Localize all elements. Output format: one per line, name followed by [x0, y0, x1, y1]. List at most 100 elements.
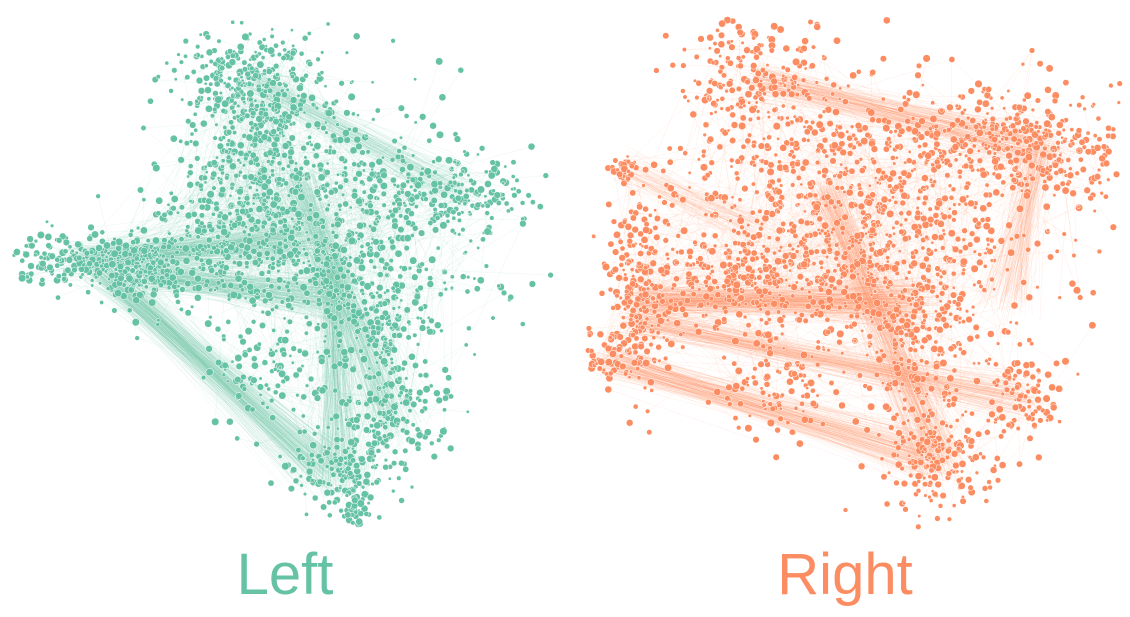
network-node: [973, 377, 981, 385]
network-node: [1083, 186, 1091, 194]
network-node: [235, 214, 243, 222]
network-node: [662, 32, 670, 40]
network-node: [225, 129, 233, 136]
network-node: [400, 366, 406, 372]
network-node: [361, 325, 369, 333]
network-node: [195, 234, 201, 240]
network-node: [277, 218, 284, 226]
network-node: [373, 251, 381, 259]
network-node: [791, 74, 799, 81]
network-node: [318, 357, 326, 365]
network-node: [104, 255, 109, 259]
network-node: [147, 264, 154, 272]
network-node: [951, 258, 957, 264]
network-node: [888, 381, 893, 385]
network-node: [437, 202, 445, 209]
network-node: [360, 291, 366, 296]
network-node: [103, 269, 108, 274]
network-node: [413, 204, 419, 210]
network-node: [453, 135, 462, 143]
network-node: [302, 266, 311, 275]
network-node: [973, 235, 981, 244]
network-node: [992, 151, 998, 156]
network-node: [941, 228, 946, 233]
network-node: [276, 247, 285, 256]
network-node: [766, 349, 774, 357]
network-node: [186, 100, 194, 107]
network-node: [302, 158, 311, 167]
network-node: [839, 185, 845, 191]
network-node: [376, 435, 383, 442]
network-node: [265, 67, 273, 75]
network-node: [697, 35, 705, 43]
network-node: [976, 98, 984, 106]
network-node: [1008, 320, 1013, 325]
network-node: [443, 287, 449, 292]
network-node: [343, 283, 352, 292]
network-node: [786, 377, 794, 386]
network-node: [373, 421, 382, 430]
network-node: [947, 345, 955, 353]
network-node: [414, 181, 423, 190]
network-node: [298, 474, 304, 479]
network-node: [968, 230, 976, 237]
network-node: [238, 116, 245, 123]
network-node: [729, 137, 737, 144]
network-node: [235, 260, 243, 268]
network-node: [249, 102, 255, 108]
network-node: [686, 99, 691, 103]
network-node: [500, 192, 506, 197]
network-node: [500, 289, 508, 297]
network-node: [827, 237, 832, 241]
network-node: [1005, 128, 1010, 133]
network-node: [735, 55, 742, 61]
network-node: [838, 140, 846, 148]
network-node: [802, 125, 807, 129]
network-node: [970, 264, 979, 273]
network-node: [208, 81, 214, 87]
network-node: [884, 242, 891, 249]
network-node: [269, 33, 275, 39]
network-node: [352, 295, 357, 300]
network-node: [1025, 293, 1034, 302]
network-node: [801, 409, 806, 414]
network-node: [802, 317, 809, 324]
network-node: [295, 393, 300, 398]
network-node: [200, 374, 207, 381]
network-node: [276, 81, 283, 87]
network-node: [851, 132, 857, 138]
network-node: [226, 138, 232, 143]
network-node: [235, 114, 241, 119]
network-node: [824, 153, 830, 159]
network-node: [229, 185, 235, 191]
network-node: [395, 421, 401, 426]
network-node: [892, 305, 901, 314]
network-node: [788, 428, 796, 436]
network-node: [741, 229, 748, 236]
network-node: [204, 63, 209, 69]
network-node: [396, 200, 403, 208]
network-node: [713, 388, 722, 396]
network-node: [387, 318, 392, 324]
network-node: [719, 260, 728, 270]
network-node: [271, 328, 277, 333]
network-node: [1058, 153, 1063, 158]
network-node: [1035, 285, 1040, 290]
network-node: [351, 126, 359, 134]
network-node: [174, 249, 180, 256]
network-node: [761, 244, 766, 249]
network-node: [704, 172, 711, 179]
network-node: [940, 213, 948, 221]
network-node: [249, 406, 256, 413]
network-node: [308, 93, 316, 102]
network-node: [367, 449, 375, 457]
network-node: [405, 171, 412, 178]
network-node: [503, 200, 510, 207]
network-node: [324, 181, 331, 188]
network-node: [731, 228, 737, 234]
network-node: [389, 325, 394, 331]
network-node: [987, 144, 992, 149]
network-node: [337, 338, 343, 344]
network-node: [407, 388, 414, 394]
network-node: [332, 233, 340, 240]
